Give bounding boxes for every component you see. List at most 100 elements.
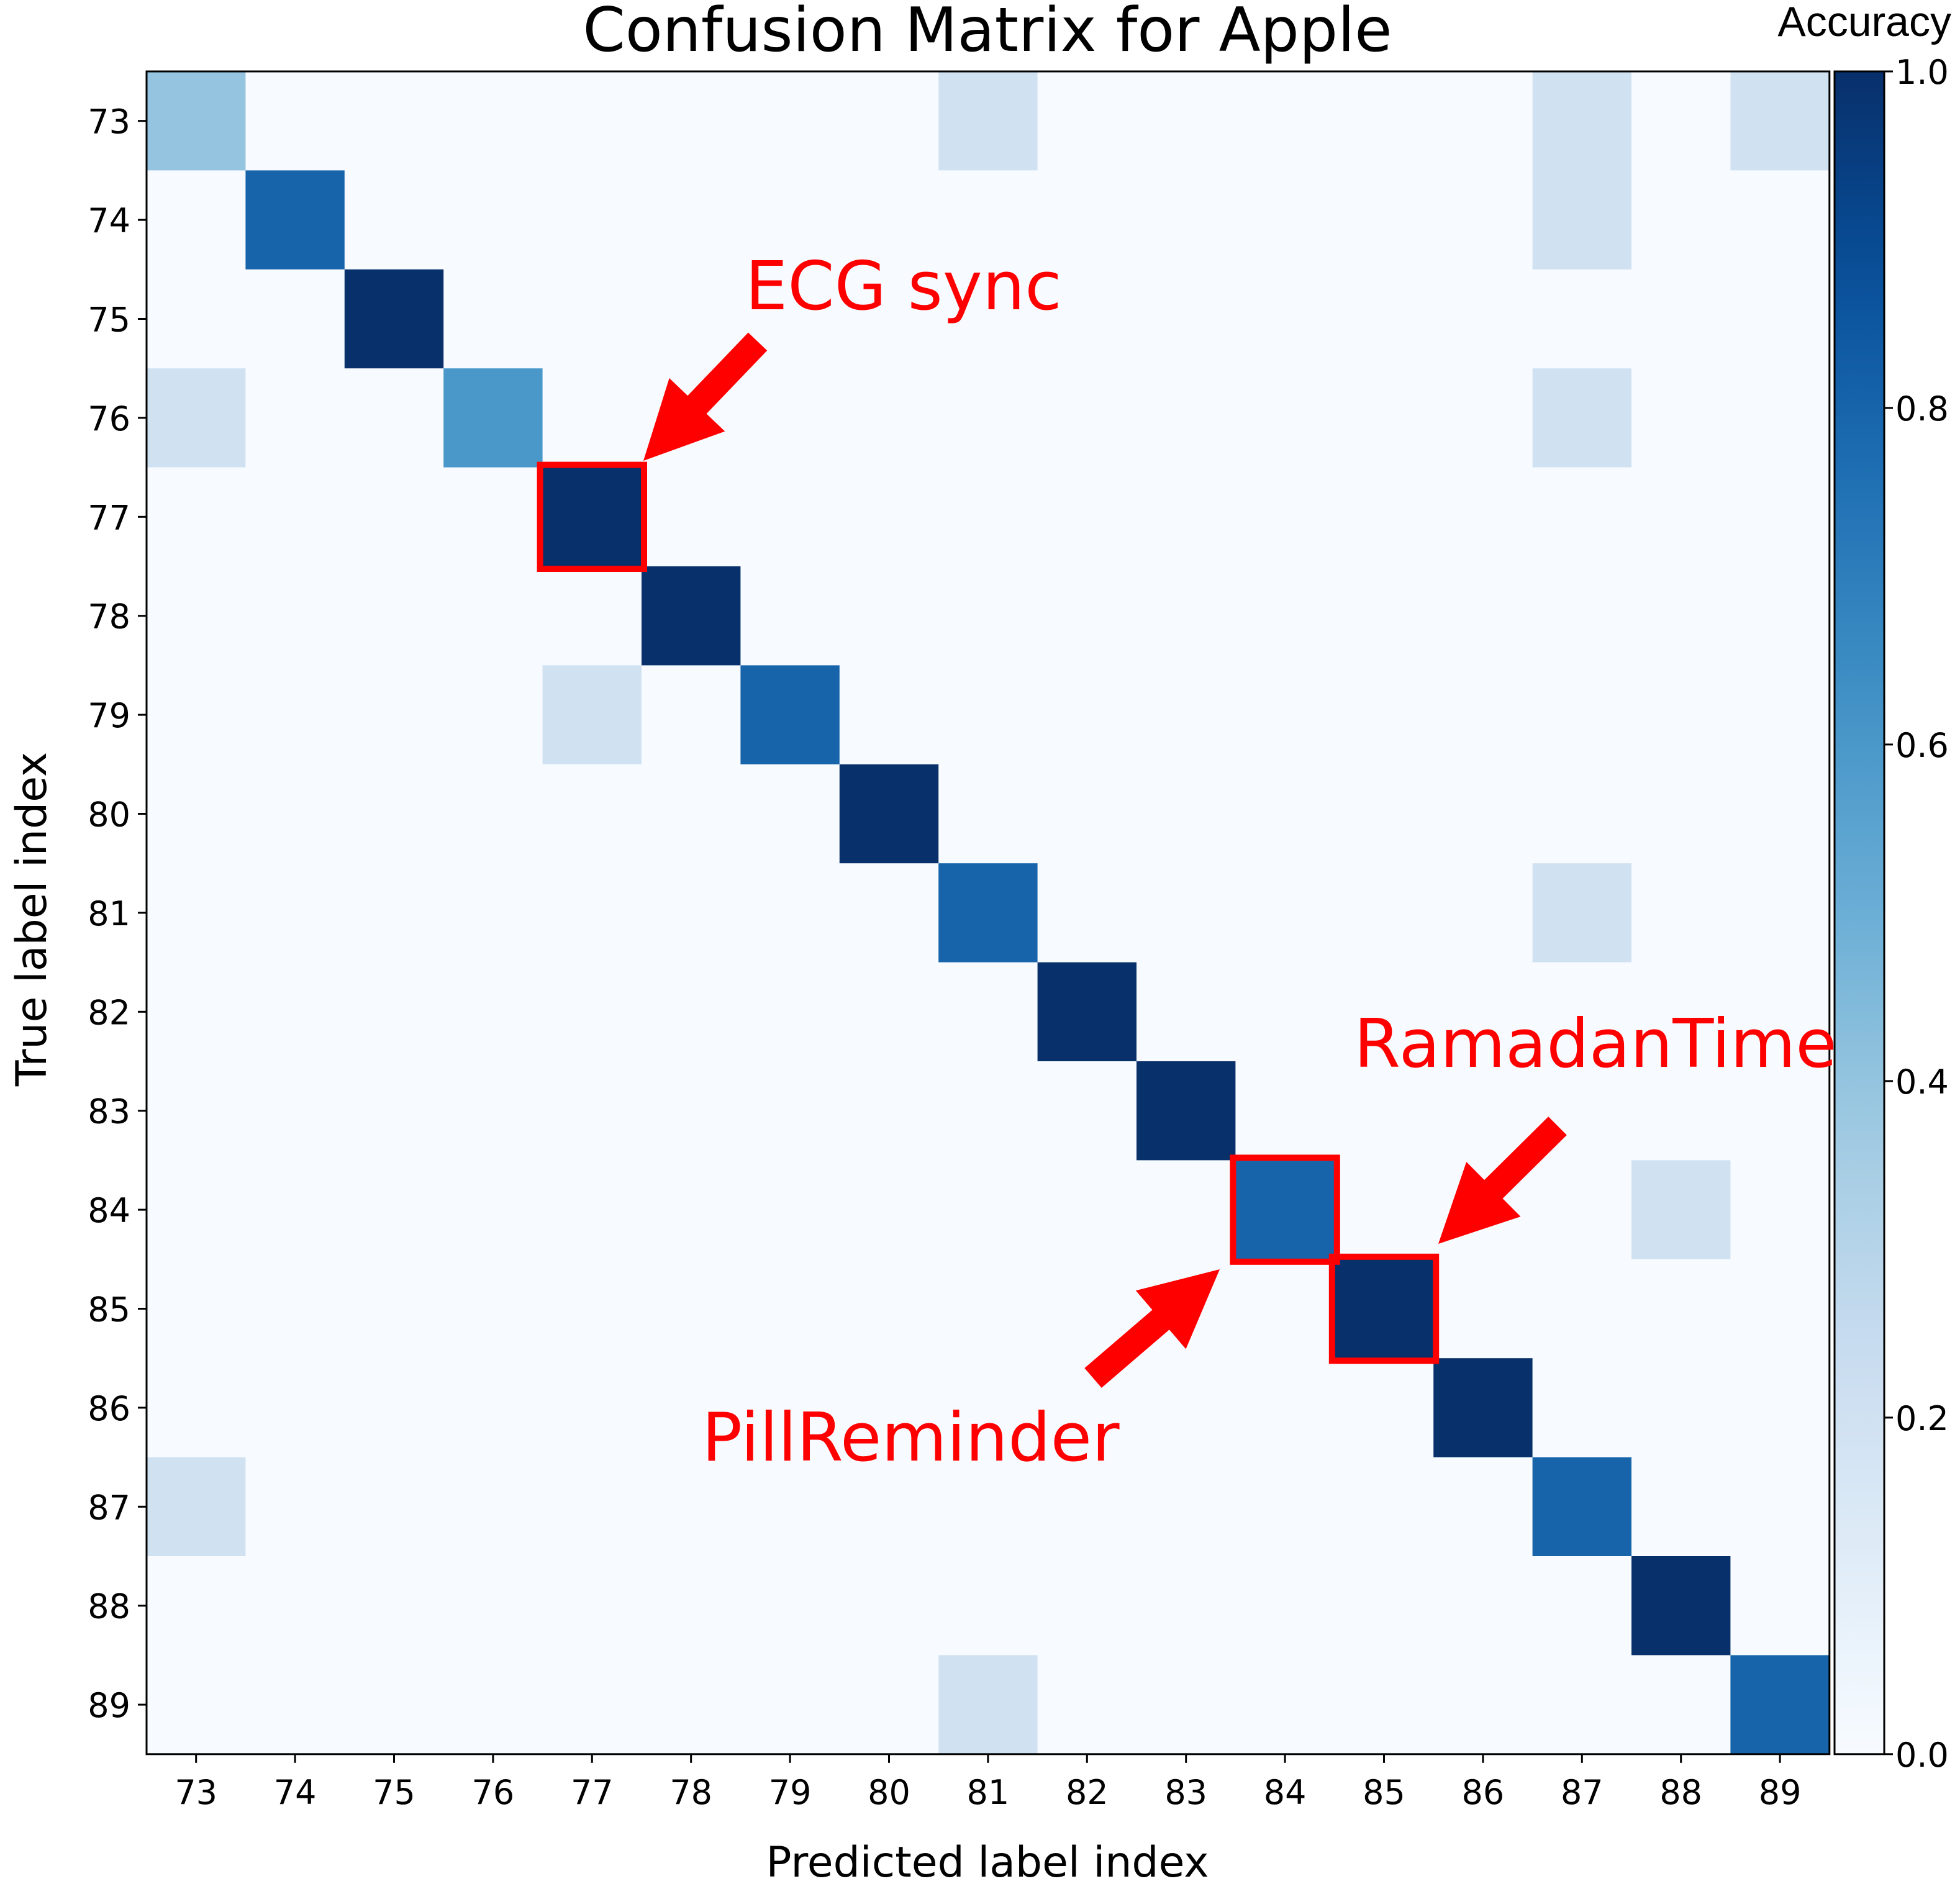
cell-86-82	[1037, 1358, 1137, 1458]
cell-73-76	[443, 71, 543, 171]
cell-73-74	[245, 71, 345, 171]
cell-76-83	[1137, 368, 1236, 468]
cell-78-79	[740, 566, 840, 666]
cell-82-85	[1334, 962, 1434, 1062]
cell-73-73	[147, 71, 246, 171]
cell-73-84	[1235, 71, 1335, 171]
cell-81-84	[1235, 863, 1335, 963]
cell-88-73	[147, 1556, 246, 1656]
cell-80-86	[1433, 764, 1533, 864]
cell-81-75	[344, 863, 444, 963]
x-tick-89: 89	[1759, 1773, 1802, 1812]
cell-89-77	[542, 1655, 642, 1755]
cell-82-79	[740, 962, 840, 1062]
cell-81-88	[1631, 863, 1731, 963]
cell-87-85	[1334, 1457, 1434, 1557]
cell-89-73	[147, 1655, 246, 1755]
y-tick-80: 80	[88, 795, 130, 835]
cell-81-73	[147, 863, 246, 963]
cell-73-77	[542, 71, 642, 171]
cell-73-83	[1137, 71, 1236, 171]
cell-86-80	[839, 1358, 939, 1458]
x-tick-73: 73	[175, 1773, 217, 1812]
cell-88-75	[344, 1556, 444, 1656]
cell-85-86	[1433, 1259, 1533, 1359]
cell-73-88	[1631, 71, 1731, 171]
cell-77-76	[443, 467, 543, 567]
x-axis-label: Predicted label index	[766, 1838, 1209, 1887]
cell-84-87	[1532, 1160, 1632, 1260]
cell-78-73	[147, 566, 246, 666]
cell-75-74	[245, 269, 345, 369]
x-tick-80: 80	[868, 1773, 910, 1812]
colorbar: 0.0 0.2 0.4 0.6 0.8 1.0 Accuracy	[1777, 0, 1951, 1775]
cell-74-73	[147, 170, 246, 270]
cell-73-85	[1334, 71, 1434, 171]
cell-73-89	[1730, 71, 1830, 171]
cell-78-86	[1433, 566, 1533, 666]
cell-84-73	[147, 1160, 246, 1260]
cell-74-88	[1631, 170, 1731, 270]
cell-85-75	[344, 1259, 444, 1359]
cell-89-76	[443, 1655, 543, 1755]
cell-83-83	[1137, 1061, 1236, 1161]
cell-82-83	[1137, 962, 1236, 1062]
cell-79-80	[839, 665, 939, 765]
cell-78-74	[245, 566, 345, 666]
cell-77-82	[1037, 467, 1137, 567]
cell-78-87	[1532, 566, 1632, 666]
cell-75-86	[1433, 269, 1533, 369]
cell-82-86	[1433, 962, 1533, 1062]
cell-74-74	[245, 170, 345, 270]
cell-74-89	[1730, 170, 1830, 270]
cell-85-74	[245, 1259, 345, 1359]
cell-73-81	[938, 71, 1038, 171]
cell-85-85	[1334, 1259, 1434, 1359]
cell-85-80	[839, 1259, 939, 1359]
cell-87-77	[542, 1457, 642, 1557]
cell-87-81	[938, 1457, 1038, 1557]
cell-86-76	[443, 1358, 543, 1458]
cell-82-88	[1631, 962, 1731, 1062]
cell-76-82	[1037, 368, 1137, 468]
cell-86-86	[1433, 1358, 1533, 1458]
y-tick-85: 85	[88, 1290, 130, 1330]
highlight-box-84-84	[1230, 1154, 1340, 1265]
cell-82-84	[1235, 962, 1335, 1062]
cell-74-79	[740, 170, 840, 270]
cell-77-78	[642, 467, 741, 567]
cell-80-79	[740, 764, 840, 864]
cell-76-86	[1433, 368, 1533, 468]
cell-74-86	[1433, 170, 1533, 270]
cell-77-84	[1235, 467, 1335, 567]
cell-84-84	[1235, 1160, 1335, 1260]
cell-75-84	[1235, 269, 1335, 369]
cell-85-78	[642, 1259, 741, 1359]
cell-86-73	[147, 1358, 246, 1458]
cell-88-78	[642, 1556, 741, 1656]
cell-89-86	[1433, 1655, 1533, 1755]
cell-87-83	[1137, 1457, 1236, 1557]
colorbar-tick-0.6: 0.6	[1895, 726, 1949, 765]
cell-83-74	[245, 1061, 345, 1161]
x-tick-79: 79	[769, 1773, 812, 1812]
cell-80-81	[938, 764, 1038, 864]
cell-87-78	[642, 1457, 741, 1557]
y-tick-86: 86	[88, 1389, 130, 1428]
cell-79-78	[642, 665, 741, 765]
cell-77-73	[147, 467, 246, 567]
cell-78-76	[443, 566, 543, 666]
cell-81-86	[1433, 863, 1533, 963]
cell-82-76	[443, 962, 543, 1062]
cell-88-82	[1037, 1556, 1137, 1656]
cell-83-79	[740, 1061, 840, 1161]
cell-74-81	[938, 170, 1038, 270]
cell-75-83	[1137, 269, 1236, 369]
cell-84-75	[344, 1160, 444, 1260]
cell-81-85	[1334, 863, 1434, 963]
x-tick-86: 86	[1462, 1773, 1505, 1812]
cell-76-84	[1235, 368, 1335, 468]
cell-80-80	[839, 764, 939, 864]
cell-89-80	[839, 1655, 939, 1755]
x-axis-ticks: 73 74 75 76 77 78 79 80 81 82 83 84 85 86 87 88 89	[175, 1754, 1801, 1812]
